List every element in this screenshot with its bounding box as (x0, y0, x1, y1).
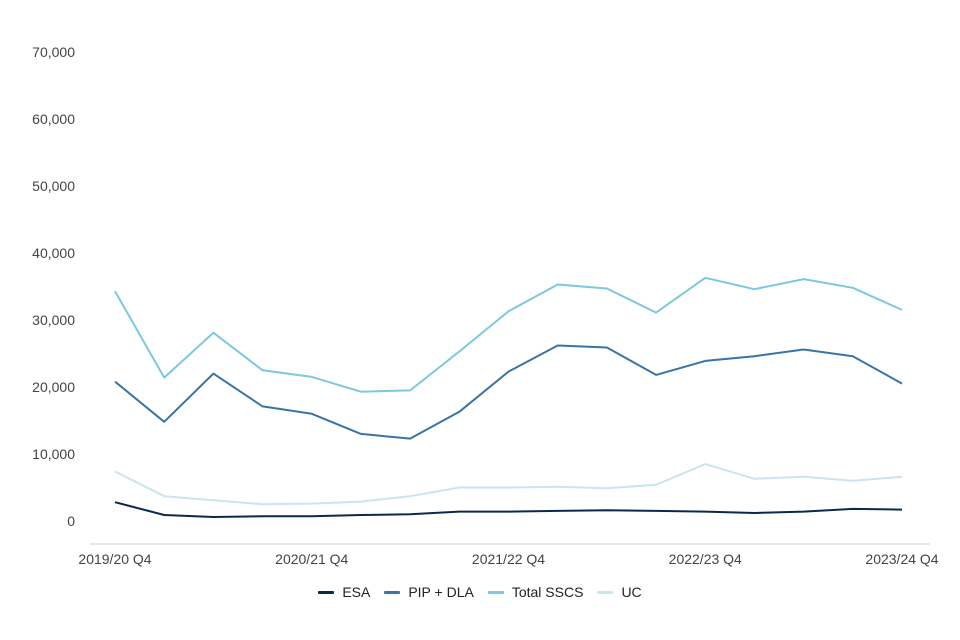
legend-item: PIP + DLA (384, 584, 474, 600)
series-line-total-sscs (114, 276, 903, 393)
series-line-uc (114, 463, 903, 506)
y-tick-label: 70,000 (32, 44, 75, 60)
x-axis-ticks: 2019/20 Q4 2020/21 Q4 2021/22 Q4 2022/23 Q4… (78, 551, 938, 567)
legend-item: Total SSCS (487, 584, 584, 600)
legend-label: ESA (342, 584, 371, 600)
legend-swatch (384, 590, 401, 594)
line-chart: 0 10,000 20,000 30,000 40,000 50,000 60,000 70,… (32, 44, 939, 567)
y-tick-label: 30,000 (32, 312, 75, 328)
legend-label: PIP + DLA (408, 584, 474, 600)
legend-item: UC (597, 584, 642, 600)
legend-label: Total SSCS (511, 584, 584, 600)
y-tick-label: 40,000 (32, 245, 75, 261)
chart-legend: ESA PIP + DLA Total SSCS UC (0, 584, 960, 600)
series-line-esa (114, 501, 903, 518)
y-tick-label: 20,000 (32, 379, 75, 395)
legend-swatch (318, 590, 335, 594)
y-tick-label: 50,000 (32, 178, 75, 194)
x-tick-label: 2023/24 Q4 (865, 551, 938, 567)
x-tick-label: 2021/22 Q4 (472, 551, 545, 567)
x-tick-label: 2020/21 Q4 (275, 551, 348, 567)
y-tick-label: 60,000 (32, 111, 75, 127)
legend-swatch (597, 590, 614, 594)
legend-item: ESA (318, 584, 370, 600)
y-tick-label: 10,000 (32, 446, 75, 462)
x-tick-label: 2019/20 Q4 (78, 551, 151, 567)
series-lines (114, 276, 903, 518)
x-tick-label: 2022/23 Q4 (669, 551, 742, 567)
legend-label: UC (621, 584, 642, 600)
series-line-pip-dla (114, 344, 903, 440)
legend-swatch (487, 590, 504, 594)
y-axis-ticks: 0 10,000 20,000 30,000 40,000 50,000 60,000 70,… (32, 44, 75, 529)
y-tick-label: 0 (67, 513, 75, 529)
